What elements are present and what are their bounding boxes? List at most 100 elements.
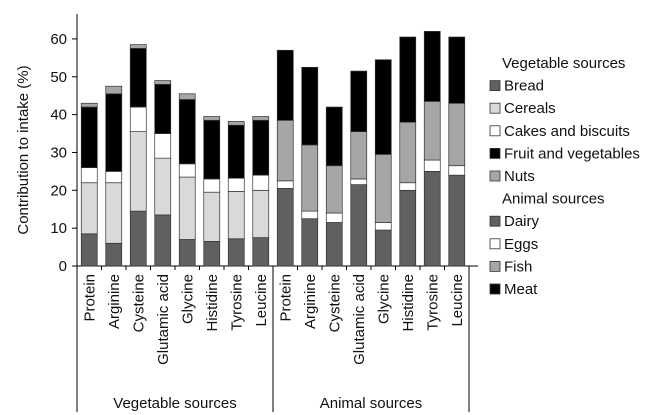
x-category-label: Leucine xyxy=(253,274,270,327)
legend-entry: Bread xyxy=(504,78,544,95)
bar-segment-nuts xyxy=(227,121,245,126)
bar-segment-meat xyxy=(399,36,417,123)
bar-segment-dairy xyxy=(350,184,368,267)
bar-segment-nuts xyxy=(203,116,221,121)
bar-segment-cereals xyxy=(252,189,270,238)
x-category-label: Histidine xyxy=(204,274,221,332)
bar-segment-bread xyxy=(105,242,123,267)
bar-segment-bread xyxy=(252,237,270,267)
bar-segment-cakes-and-biscuits xyxy=(154,133,172,159)
bar-segment-fish xyxy=(325,165,343,214)
bar-segment-bread xyxy=(154,214,172,267)
bar-segment-eggs xyxy=(374,222,392,231)
legend-entry: Fruit and vegetables xyxy=(504,145,640,162)
bar-segment-bread xyxy=(227,238,245,267)
x-category-label: Cysteine xyxy=(326,274,343,332)
bar-segment-nuts xyxy=(252,116,270,121)
bar-segment-meat xyxy=(276,49,294,121)
bar-segment-fruit-and-vegetables xyxy=(252,119,270,176)
bar-segment-cereals xyxy=(154,157,172,216)
bar-segment-meat xyxy=(448,36,466,104)
y-tick-label: 50 xyxy=(50,69,67,86)
legend-entry: Nuts xyxy=(504,168,535,185)
legend-group-title: Animal sources xyxy=(502,191,605,208)
bar-segment-dairy xyxy=(423,171,441,267)
bar-segment-eggs xyxy=(276,180,294,189)
y-axis-label: Contribution to intake (%) xyxy=(15,65,32,234)
bar-segment-nuts xyxy=(178,93,196,100)
bar-segment-eggs xyxy=(325,212,343,223)
y-tick-label: 30 xyxy=(50,144,67,161)
bar-segment-fish xyxy=(374,154,392,223)
bar-segment-cakes-and-biscuits xyxy=(178,163,196,178)
bar-segment-meat xyxy=(325,106,343,167)
bar-segment-fish xyxy=(350,131,368,180)
bar-segment-fruit-and-vegetables xyxy=(154,83,172,134)
bar-segment-fish xyxy=(399,121,417,184)
bar-segment-eggs xyxy=(448,165,466,176)
bar-segment-cereals xyxy=(203,191,221,242)
x-category-label: Glycine xyxy=(375,274,392,324)
legend-entry: Eggs xyxy=(504,236,538,253)
x-category-label: Protein xyxy=(81,274,98,322)
x-category-label: Histidine xyxy=(400,274,417,332)
bars xyxy=(80,31,466,267)
group-label: Vegetable sources xyxy=(113,395,236,412)
bar-segment-cereals xyxy=(227,191,245,240)
y-tick-label: 0 xyxy=(59,258,67,275)
bar-segment-cereals xyxy=(129,131,147,212)
legend-entry: Fish xyxy=(504,258,532,275)
bar-segment-cakes-and-biscuits xyxy=(227,177,245,192)
bar-segment-eggs xyxy=(423,159,441,172)
y-tick-label: 60 xyxy=(50,31,67,48)
legend-swatch xyxy=(489,260,501,272)
legend-entry: Cakes and biscuits xyxy=(504,123,630,140)
bar-segment-dairy xyxy=(276,188,294,267)
x-category-label: Leucine xyxy=(449,274,466,327)
x-category-label: Arginine xyxy=(106,274,123,329)
legend-swatch xyxy=(489,283,501,295)
x-category-label: Tyrosine xyxy=(424,274,441,331)
legend-swatch xyxy=(489,80,501,91)
bar-segment-bread xyxy=(80,233,98,267)
legend-group-title: Vegetable sources xyxy=(502,55,625,72)
bar-segment-cereals xyxy=(105,182,123,244)
bar-segment-fruit-and-vegetables xyxy=(129,48,147,108)
bar-segment-fish xyxy=(301,144,319,212)
bar-segment-nuts xyxy=(154,80,172,85)
y-tick-label: 40 xyxy=(50,107,67,124)
bar-segment-fish xyxy=(276,119,294,182)
bar-segment-fruit-and-vegetables xyxy=(203,119,221,180)
y-tick-label: 20 xyxy=(50,182,67,199)
bar-segment-dairy xyxy=(325,222,343,267)
bar-segment-nuts xyxy=(80,102,98,108)
bar-segment-fruit-and-vegetables xyxy=(227,124,245,179)
x-category-label: Glycine xyxy=(179,274,196,324)
bar-segment-cakes-and-biscuits xyxy=(80,167,98,184)
bar-segment-fruit-and-vegetables xyxy=(105,93,123,172)
x-category-label: Protein xyxy=(277,274,294,322)
bar-segment-cakes-and-biscuits xyxy=(129,106,147,132)
bar-segment-eggs xyxy=(301,210,319,220)
legend-swatch xyxy=(489,102,501,114)
bar-segment-bread xyxy=(129,210,147,267)
bar-segment-dairy xyxy=(301,218,319,267)
x-axis-labels: Protein Arginine Cysteine Glutamic acid Glyc… xyxy=(81,274,466,412)
x-category-label: Tyrosine xyxy=(228,274,245,331)
bar-segment-cakes-and-biscuits xyxy=(105,171,123,184)
bar-segment-eggs xyxy=(399,182,417,191)
x-category-label: Glutamic acid xyxy=(155,274,172,365)
bar-segment-meat xyxy=(301,66,319,146)
legend-swatch xyxy=(489,238,501,250)
bar-segment-bread xyxy=(203,241,221,267)
y-tick-label: 10 xyxy=(50,220,67,237)
bar-segment-nuts xyxy=(105,85,123,95)
bar-segment-eggs xyxy=(350,178,368,185)
group-label: Animal sources xyxy=(320,395,423,412)
bar-segment-cereals xyxy=(80,182,98,235)
legend-swatch xyxy=(489,170,501,182)
bar-segment-cakes-and-biscuits xyxy=(203,178,221,193)
legend: Vegetable sources Bread Cereals Cakes and b… xyxy=(489,55,640,298)
bar-segment-dairy xyxy=(374,229,392,267)
